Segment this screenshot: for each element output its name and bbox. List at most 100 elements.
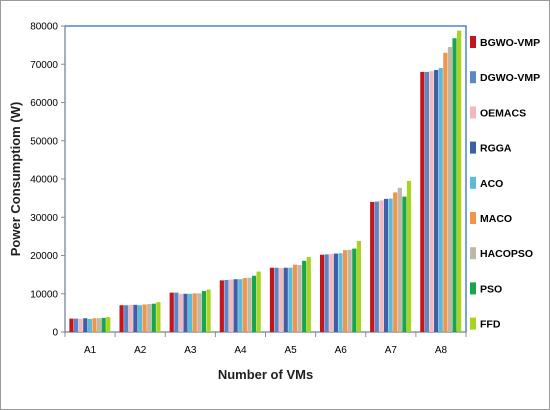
bar-ffd-a6 <box>356 240 361 332</box>
x-tick-label: A2 <box>134 345 147 356</box>
legend-label: MACO <box>480 213 512 225</box>
bar-oemacs-a4 <box>228 279 234 332</box>
bar-maco-a6 <box>342 250 348 332</box>
bar-hacopso-a5 <box>297 265 302 332</box>
bar-ffd-a8 <box>457 30 462 333</box>
bar-aco-a6 <box>338 253 343 332</box>
bar-oemacs-a6 <box>329 253 334 332</box>
bar-hacopso-a7 <box>397 187 402 332</box>
bar-pso-a8 <box>452 38 457 333</box>
bar-pso-a5 <box>302 260 307 332</box>
bar-pso-a7 <box>402 196 407 332</box>
bar-aco-a7 <box>388 198 393 332</box>
legend-swatch <box>470 106 476 119</box>
legend-swatch <box>470 317 476 330</box>
bar-rgga-a2 <box>133 304 138 332</box>
bar-maco-a3 <box>192 293 197 332</box>
bar-maco-a5 <box>292 264 298 332</box>
bar-aco-a3 <box>188 293 193 332</box>
y-tick-label: 50000 <box>30 136 58 147</box>
x-tick-label: A8 <box>435 345 448 356</box>
y-tick-label: 30000 <box>30 213 58 224</box>
x-tick-label: A5 <box>284 345 297 356</box>
bar-rgga-a8 <box>434 69 439 333</box>
bar-ffd-a1 <box>106 317 111 332</box>
y-tick-label: 80000 <box>30 22 58 33</box>
legend-swatch <box>470 71 476 84</box>
bar-hacopso-a6 <box>347 249 352 332</box>
bar-pso-a4 <box>251 275 257 332</box>
bar-rgga-a4 <box>233 279 238 332</box>
y-tick-label: 60000 <box>30 98 58 109</box>
bar-maco-a7 <box>393 192 398 332</box>
bar-ffd-a2 <box>156 302 161 332</box>
bar-dgwo-vmp-a6 <box>324 254 329 332</box>
bar-bgwo-vmp-a1 <box>69 318 74 332</box>
bar-aco-a2 <box>137 305 143 332</box>
x-tick-label: A6 <box>335 345 348 356</box>
legend-label: HACOPSO <box>480 248 533 260</box>
x-tick-label: A1 <box>84 345 97 356</box>
x-axis: A1 A2 A3 A4 A5 A6 A7 A8 <box>64 332 467 356</box>
bar-bgwo-vmp-a3 <box>169 292 174 332</box>
y-axis: 0 10000 20000 30000 40000 50000 60000 70000 8000… <box>30 22 65 339</box>
legend-swatch <box>470 247 476 260</box>
bar-oemacs-a2 <box>128 304 133 332</box>
bar-rgga-a1 <box>83 318 88 332</box>
bar-maco-a1 <box>92 318 97 332</box>
legend-label: DGWO-VMP <box>480 72 540 84</box>
bar-oemacs-a1 <box>78 318 83 332</box>
legend: BGWO-VMP DGWO-VMP OEMACS RGGA ACO MACO HACOPSO… <box>470 36 540 331</box>
bar-dgwo-vmp-a2 <box>124 305 129 332</box>
bar-aco-a8 <box>438 68 443 332</box>
legend-swatch <box>470 176 476 189</box>
legend-swatch <box>470 36 476 48</box>
bar-ffd-a4 <box>256 271 261 332</box>
bar-rgga-a5 <box>283 267 288 332</box>
bar-dgwo-vmp-a1 <box>73 318 79 332</box>
x-axis-title: Number of VMs <box>218 367 313 382</box>
y-tick-label: 0 <box>52 328 58 339</box>
legend-label: PSO <box>480 283 502 295</box>
bar-aco-a5 <box>288 267 293 332</box>
bar-rgga-a7 <box>383 198 389 332</box>
legend-label: ACO <box>480 178 503 190</box>
legend-label: BGWO-VMP <box>480 37 540 49</box>
bar-rgga-a6 <box>333 253 338 332</box>
y-axis-title: Power Consumptiom (W) <box>8 102 23 257</box>
bar-bgwo-vmp-a4 <box>219 280 224 332</box>
bar-maco-a8 <box>443 52 448 333</box>
bar-hacopso-a3 <box>197 293 202 332</box>
bar-bgwo-vmp-a2 <box>119 305 124 332</box>
bar-dgwo-vmp-a4 <box>224 279 229 332</box>
bar-maco-a2 <box>142 304 147 332</box>
bar-ffd-a7 <box>406 180 412 332</box>
bar-dgwo-vmp-a8 <box>424 71 430 333</box>
bar-hacopso-a4 <box>247 277 252 332</box>
bar-aco-a1 <box>87 318 92 332</box>
bar-ffd-a3 <box>206 289 211 332</box>
bar-oemacs-a5 <box>279 268 284 332</box>
legend-swatch <box>470 141 476 154</box>
bar-bgwo-vmp-a5 <box>269 267 275 332</box>
legend-label: OEMACS <box>480 107 526 119</box>
bar-bgwo-vmp-a7 <box>370 201 375 332</box>
bar-pso-a3 <box>201 291 207 332</box>
legend-swatch <box>470 212 476 224</box>
y-tick-label: 70000 <box>30 60 58 71</box>
bar-hacopso-a8 <box>447 47 453 332</box>
y-tick-label: 20000 <box>30 251 58 262</box>
legend-label: FFD <box>480 319 501 331</box>
bar-maco-a4 <box>242 278 247 332</box>
bar-oemacs-a8 <box>429 71 434 332</box>
x-tick-label: A3 <box>184 345 197 356</box>
x-tick-label: A7 <box>385 345 398 356</box>
y-tick-label: 40000 <box>30 175 58 186</box>
bar-hacopso-a2 <box>147 304 152 332</box>
y-tick-label: 10000 <box>30 289 58 300</box>
bar-ffd-a5 <box>306 257 311 332</box>
bar-dgwo-vmp-a7 <box>374 201 379 332</box>
bar-bgwo-vmp-a8 <box>420 71 425 333</box>
bar-pso-a6 <box>352 248 357 332</box>
